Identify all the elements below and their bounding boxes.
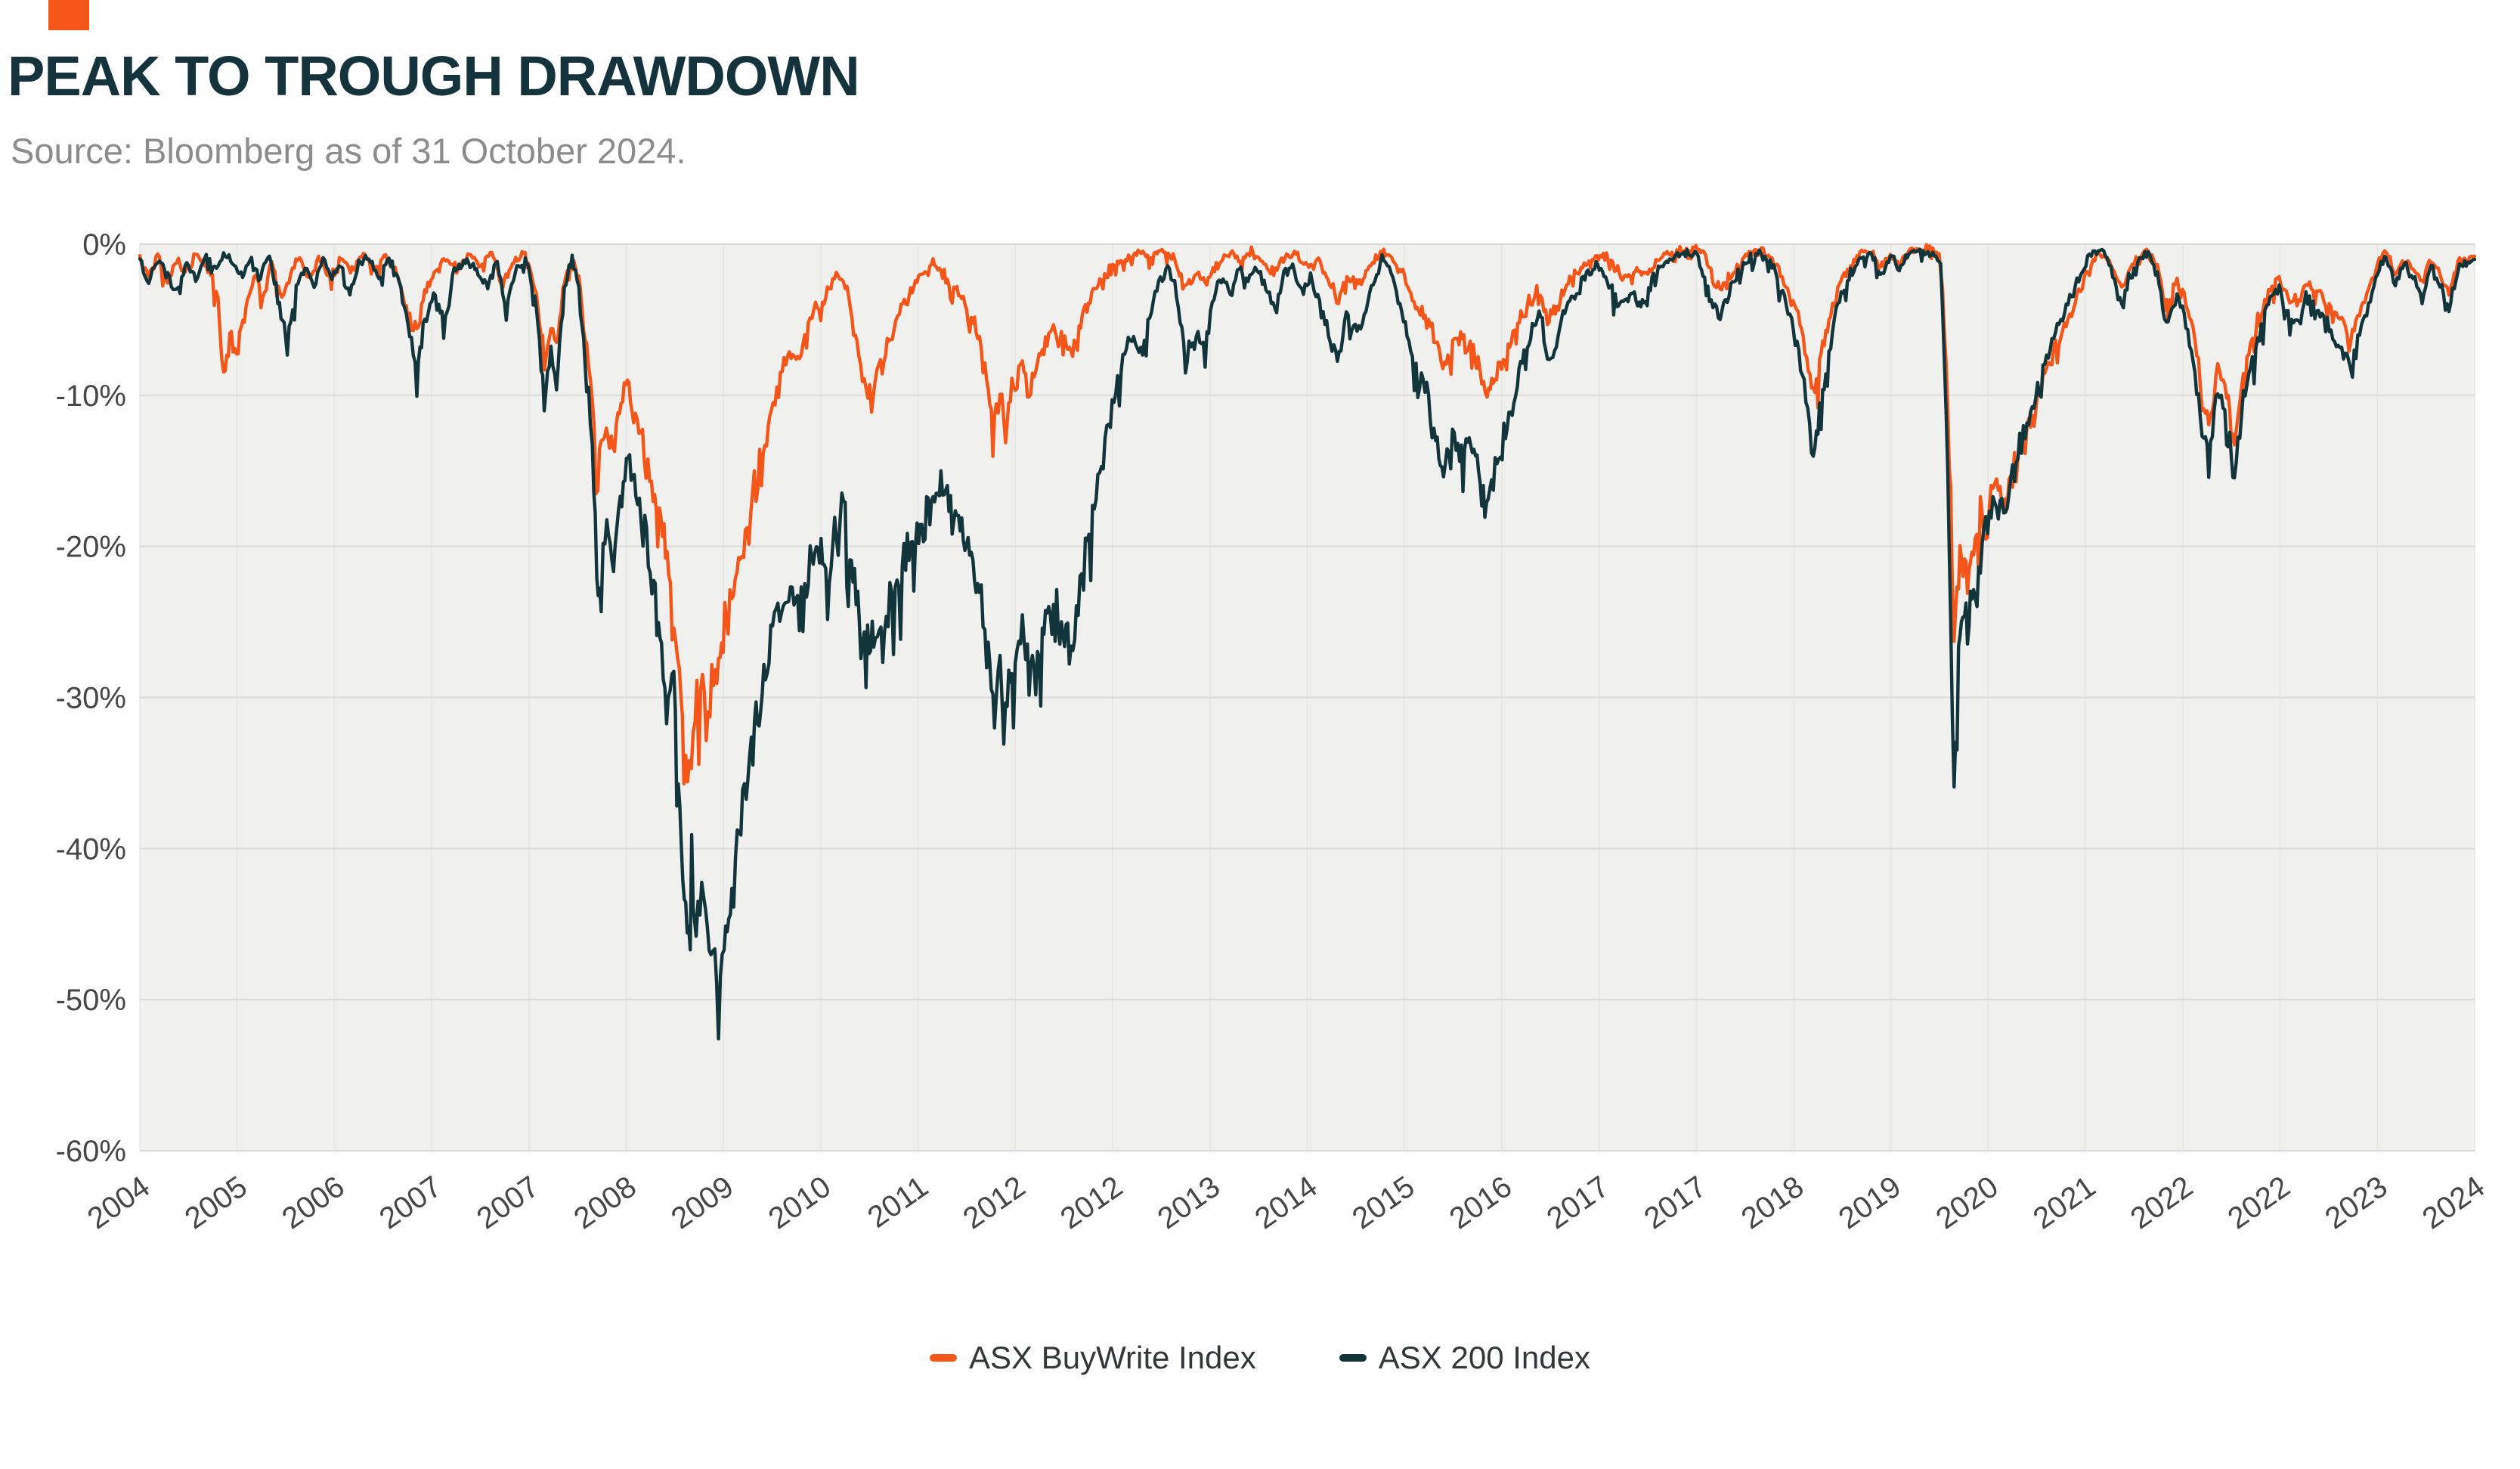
page-title: PEAK TO TROUGH DRAWDOWN — [8, 45, 860, 107]
svg-text:2005: 2005 — [179, 1170, 253, 1235]
legend-item-asx200: ASX 200 Index — [1339, 1340, 1590, 1376]
svg-text:2008: 2008 — [568, 1170, 642, 1235]
svg-text:2012: 2012 — [1054, 1170, 1128, 1235]
legend-label-buywrite: ASX BuyWrite Index — [969, 1340, 1256, 1375]
legend-swatch-buywrite-icon — [930, 1354, 958, 1362]
chart-legend: ASX BuyWrite Index ASX 200 Index — [0, 1340, 2520, 1376]
svg-text:2009: 2009 — [665, 1170, 739, 1235]
legend-label-asx200: ASX 200 Index — [1378, 1340, 1590, 1375]
svg-text:2016: 2016 — [1444, 1170, 1518, 1235]
svg-text:2024: 2024 — [2416, 1170, 2491, 1235]
svg-text:2007: 2007 — [471, 1170, 545, 1235]
svg-text:2012: 2012 — [957, 1170, 1031, 1235]
svg-text:2022: 2022 — [2125, 1170, 2199, 1235]
legend-item-buywrite: ASX BuyWrite Index — [930, 1340, 1256, 1376]
svg-text:2007: 2007 — [373, 1170, 447, 1235]
svg-text:2020: 2020 — [1930, 1170, 2004, 1235]
svg-text:2023: 2023 — [2319, 1170, 2393, 1235]
svg-text:2022: 2022 — [2222, 1170, 2296, 1235]
svg-text:-30%: -30% — [56, 682, 126, 715]
svg-text:2019: 2019 — [1833, 1170, 1907, 1235]
svg-text:-20%: -20% — [56, 531, 126, 564]
svg-text:2014: 2014 — [1249, 1170, 1323, 1235]
svg-text:2018: 2018 — [1735, 1170, 1810, 1235]
svg-text:-40%: -40% — [56, 832, 126, 866]
svg-text:2010: 2010 — [763, 1170, 837, 1235]
svg-text:0%: 0% — [82, 228, 126, 262]
svg-text:2017: 2017 — [1638, 1170, 1712, 1235]
svg-text:2004: 2004 — [82, 1170, 156, 1235]
svg-text:2011: 2011 — [862, 1170, 934, 1234]
svg-text:-10%: -10% — [56, 380, 126, 413]
svg-text:-50%: -50% — [56, 984, 126, 1017]
svg-text:-60%: -60% — [56, 1135, 126, 1168]
legend-swatch-asx200-icon — [1339, 1354, 1367, 1362]
svg-text:2015: 2015 — [1346, 1170, 1420, 1235]
svg-text:2006: 2006 — [276, 1170, 350, 1235]
svg-text:2021: 2021 — [2027, 1170, 2101, 1235]
svg-text:2017: 2017 — [1541, 1170, 1615, 1235]
brand-mark — [48, 0, 89, 30]
source-note: Source: Bloomberg as of 31 October 2024. — [11, 131, 686, 171]
svg-text:2013: 2013 — [1152, 1170, 1226, 1235]
